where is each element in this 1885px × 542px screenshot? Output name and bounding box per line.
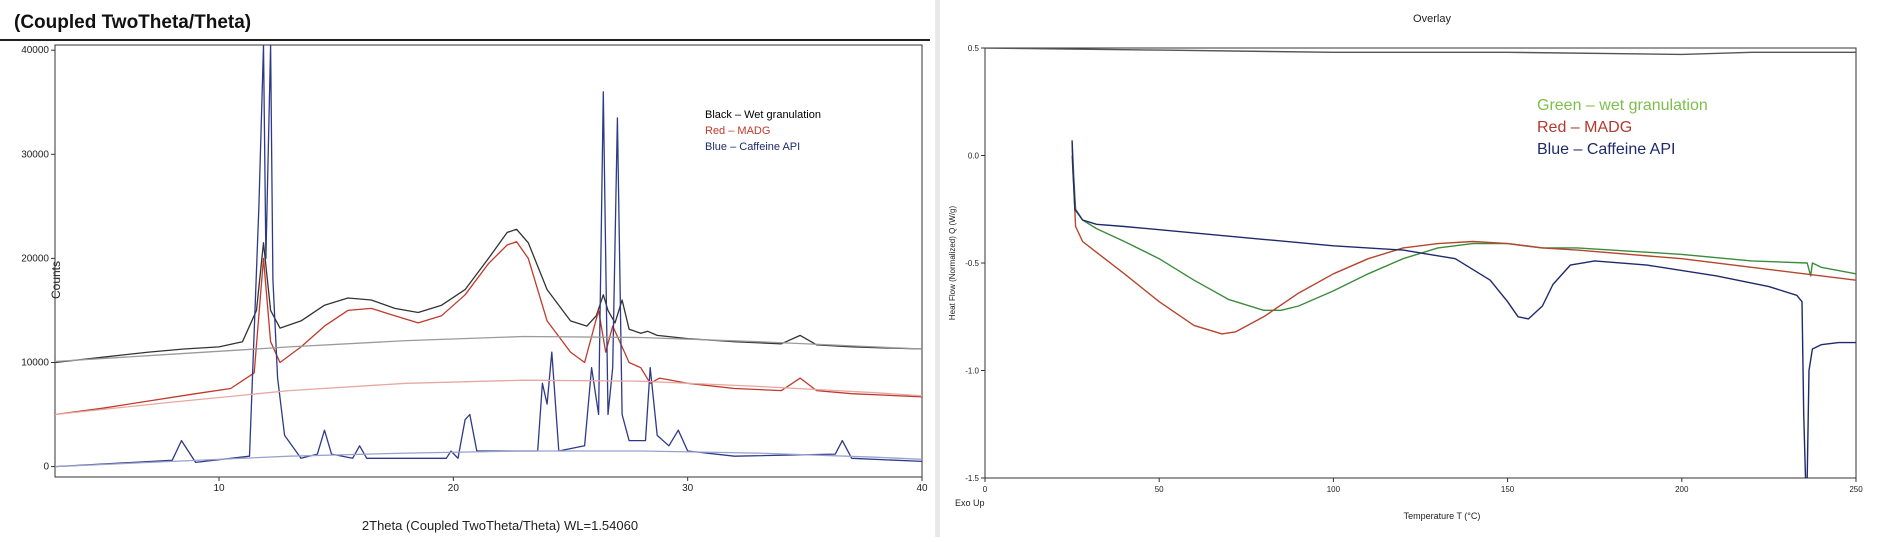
dsc-y-axis-label: Heat Flow (Normalized) Q (W/g) bbox=[948, 206, 957, 321]
xrd-y-tick-label: 0 bbox=[43, 462, 49, 473]
dsc-exo-up-label: Exo Up bbox=[955, 498, 985, 508]
dsc-x-tick-label: 50 bbox=[1155, 485, 1164, 494]
dsc-background bbox=[940, 0, 1885, 537]
xrd-legend-entry: Black – Wet granulation bbox=[705, 109, 821, 121]
dsc-x-axis-label: Temperature T (°C) bbox=[1404, 511, 1481, 521]
dsc-series-line bbox=[1071, 142, 1856, 311]
dsc-y-tick-label: 0.5 bbox=[968, 44, 980, 53]
dsc-x-tick-label: 250 bbox=[1849, 485, 1863, 494]
dsc-y-tick-label: -1.5 bbox=[965, 474, 979, 483]
dsc-x-tick-label: 200 bbox=[1675, 485, 1689, 494]
xrd-x-tick-label: 20 bbox=[448, 483, 460, 494]
xrd-y-tick-label: 30000 bbox=[21, 149, 49, 160]
xrd-y-axis-label: Counts bbox=[49, 261, 63, 299]
xrd-chart: (Coupled TwoTheta/Theta) Counts 2Theta (… bbox=[0, 0, 935, 537]
dsc-title: Overlay bbox=[1413, 13, 1451, 25]
dsc-plot-area: 0 50 100 150 200 250 0.5 0.0 -0.5 -1.0 -1.5 Green –… bbox=[965, 44, 1863, 494]
dsc-series-line bbox=[1071, 140, 1856, 478]
dsc-x-tick-label: 0 bbox=[983, 485, 988, 494]
xrd-chart-panel: (Coupled TwoTheta/Theta) Counts 2Theta (… bbox=[0, 0, 935, 537]
xrd-series-line bbox=[55, 335, 922, 363]
xrd-x-axis-label: 2Theta (Coupled TwoTheta/Theta) WL=1.540… bbox=[362, 518, 638, 533]
dsc-x-tick-label: 100 bbox=[1327, 485, 1341, 494]
xrd-legend-entry: Red – MADG bbox=[705, 125, 770, 137]
panel-divider bbox=[935, 0, 940, 537]
dsc-chart: Overlay Heat Flow (Normalized) Q (W/g) T… bbox=[940, 0, 1885, 537]
xrd-plot-frame bbox=[54, 44, 923, 478]
xrd-plot-area: 10 20 30 40 0 10000 20000 30000 40000 Black – Wet… bbox=[21, 44, 928, 494]
xrd-x-tick-label: 40 bbox=[916, 483, 928, 494]
dsc-y-tick-label: -1.0 bbox=[965, 367, 979, 376]
dsc-chart-panel: Overlay Heat Flow (Normalized) Q (W/g) T… bbox=[940, 0, 1885, 537]
xrd-title: (Coupled TwoTheta/Theta) bbox=[14, 12, 251, 33]
xrd-series-line bbox=[55, 450, 922, 468]
dsc-legend-entry: Blue – Caffeine API bbox=[1537, 141, 1675, 158]
dsc-series-line bbox=[985, 48, 1856, 56]
dsc-legend-entry: Red – MADG bbox=[1537, 119, 1632, 136]
xrd-series-line bbox=[55, 241, 922, 416]
dsc-series-line bbox=[1071, 155, 1856, 335]
xrd-x-tick-label: 30 bbox=[682, 483, 694, 494]
xrd-x-tick-label: 10 bbox=[213, 483, 225, 494]
xrd-series-line bbox=[55, 228, 922, 364]
dsc-y-tick-label: -0.5 bbox=[965, 259, 979, 268]
xrd-y-tick-label: 10000 bbox=[21, 357, 49, 368]
xrd-background bbox=[0, 0, 935, 537]
xrd-legend-entry: Blue – Caffeine API bbox=[705, 141, 800, 153]
xrd-series-line bbox=[55, 379, 922, 416]
dsc-legend-entry: Green – wet granulation bbox=[1537, 97, 1708, 114]
dsc-x-tick-label: 150 bbox=[1501, 485, 1515, 494]
xrd-y-tick-label: 20000 bbox=[21, 253, 49, 264]
xrd-y-tick-label: 40000 bbox=[21, 45, 49, 56]
dsc-y-tick-label: 0.0 bbox=[968, 152, 980, 161]
